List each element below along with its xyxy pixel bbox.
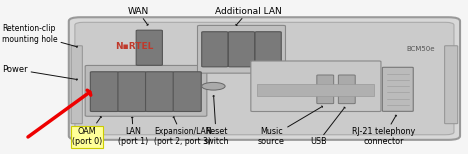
Text: Retention-clip
mounting hole: Retention-clip mounting hole xyxy=(2,24,77,47)
FancyBboxPatch shape xyxy=(338,75,355,104)
FancyBboxPatch shape xyxy=(255,32,281,67)
Text: OAM
(port 0): OAM (port 0) xyxy=(72,117,102,146)
FancyBboxPatch shape xyxy=(202,32,228,67)
FancyBboxPatch shape xyxy=(69,17,460,140)
FancyBboxPatch shape xyxy=(317,75,334,104)
Text: Music
source: Music source xyxy=(258,106,322,146)
Text: BCM50e: BCM50e xyxy=(407,46,435,52)
FancyBboxPatch shape xyxy=(382,67,413,111)
FancyBboxPatch shape xyxy=(71,46,82,124)
FancyBboxPatch shape xyxy=(251,61,381,111)
FancyBboxPatch shape xyxy=(75,22,454,135)
FancyBboxPatch shape xyxy=(445,46,458,124)
FancyBboxPatch shape xyxy=(85,65,207,116)
Text: N▪RTEL: N▪RTEL xyxy=(115,42,153,51)
FancyBboxPatch shape xyxy=(118,72,146,111)
Text: Power: Power xyxy=(2,65,77,80)
FancyBboxPatch shape xyxy=(173,72,201,111)
Circle shape xyxy=(202,82,225,90)
Text: Additional LAN: Additional LAN xyxy=(215,7,281,25)
Text: RJ-21 telephony
connector: RJ-21 telephony connector xyxy=(352,115,416,146)
Text: Expansion/LAN
(port 2, port 3): Expansion/LAN (port 2, port 3) xyxy=(154,117,211,146)
FancyBboxPatch shape xyxy=(197,25,285,73)
FancyBboxPatch shape xyxy=(90,72,118,111)
FancyBboxPatch shape xyxy=(146,72,174,111)
Text: WAN: WAN xyxy=(127,7,149,25)
Text: LAN
(port 1): LAN (port 1) xyxy=(118,117,148,146)
Bar xyxy=(257,84,374,96)
FancyBboxPatch shape xyxy=(228,32,255,67)
FancyBboxPatch shape xyxy=(136,30,162,65)
Text: USB: USB xyxy=(310,107,345,146)
Text: Reset
switch: Reset switch xyxy=(204,96,229,146)
